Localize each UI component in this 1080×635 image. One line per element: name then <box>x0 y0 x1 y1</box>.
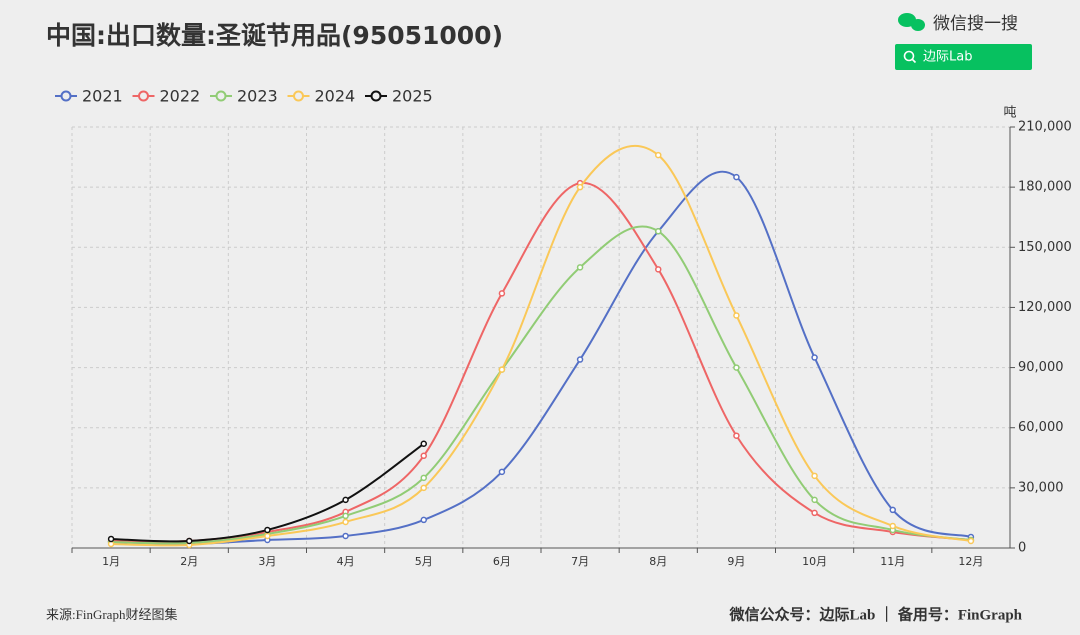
data-point <box>889 506 896 514</box>
legend-icon <box>215 90 227 102</box>
data-point <box>107 540 115 548</box>
y-axis-label: 吨 <box>1003 106 1016 121</box>
data-point <box>576 264 584 271</box>
data-point <box>811 472 818 480</box>
data-point <box>655 227 662 235</box>
data-point <box>342 518 349 526</box>
y-tick-label: 150,000 <box>1018 240 1072 255</box>
x-tick-label: 1月 <box>102 555 120 568</box>
x-tick-label: 3月 <box>258 555 276 568</box>
data-point <box>498 366 506 373</box>
data-point <box>342 512 349 520</box>
data-point <box>107 535 115 543</box>
data-point <box>655 151 662 159</box>
legend-icon <box>138 90 149 102</box>
wechat-icon <box>898 13 925 31</box>
source: 来源:FinGraph财经图集 <box>46 607 177 622</box>
x-tick-label: 8月 <box>649 555 667 568</box>
legend-icon <box>293 90 304 102</box>
chart-title: 中国:出口数量:圣诞节用品(95051000) <box>46 21 503 50</box>
x-tick-label: 11月 <box>880 555 905 568</box>
data-point <box>967 537 975 545</box>
data-point <box>655 266 662 273</box>
y-tick-label: 30,000 <box>1018 480 1064 495</box>
data-point <box>811 509 818 517</box>
legend-icon <box>60 90 72 102</box>
legend-label: 2023 <box>237 87 278 106</box>
x-tick-label: 7月 <box>571 555 589 568</box>
y-tick-label: 210,000 <box>1018 120 1072 135</box>
series-line <box>111 170 972 546</box>
data-point <box>498 468 506 476</box>
data-point <box>576 356 584 363</box>
search-label: 微信搜一搜 <box>933 14 1018 34</box>
legend-label: 2022 <box>160 87 201 106</box>
data-point <box>498 290 506 297</box>
data-point <box>733 364 740 371</box>
data-point <box>186 537 193 545</box>
y-tick-label: 180,000 <box>1018 180 1072 195</box>
data-point <box>889 522 896 530</box>
data-point <box>733 173 740 181</box>
data-point <box>264 532 271 540</box>
data-point <box>342 532 349 540</box>
data-point <box>811 354 818 361</box>
data-point <box>420 474 427 482</box>
y-tick-label: 120,000 <box>1018 300 1072 315</box>
data-point <box>264 526 271 534</box>
search-icon <box>911 58 917 64</box>
x-tick-label: 6月 <box>493 555 511 568</box>
data-point <box>576 183 584 191</box>
x-tick-label: 2月 <box>180 555 198 568</box>
y-tick-label: 90,000 <box>1018 360 1064 375</box>
legend-label: 2025 <box>392 87 433 106</box>
y-tick-label: 60,000 <box>1018 420 1064 435</box>
data-point <box>733 312 740 319</box>
data-point <box>811 496 818 504</box>
data-point <box>420 484 427 492</box>
data-point <box>733 432 740 439</box>
legend-label: 2021 <box>82 87 123 106</box>
x-tick-label: 4月 <box>337 555 355 568</box>
data-point <box>420 516 427 524</box>
search-box[interactable] <box>895 44 1032 70</box>
x-tick-label: 9月 <box>727 555 745 568</box>
data-point <box>342 496 349 504</box>
x-tick-label: 5月 <box>415 555 433 568</box>
legend-label: 2024 <box>315 87 356 106</box>
y-tick-label: 0 <box>1018 541 1026 556</box>
search-text: 边际Lab <box>923 50 972 65</box>
search-icon <box>903 50 915 62</box>
data-point <box>420 452 427 460</box>
legend-icon <box>370 90 382 102</box>
x-tick-label: 10月 <box>802 555 827 568</box>
footer: 微信公众号：边际Lab ｜ 备用号：FinGraph <box>728 605 1022 623</box>
data-point <box>420 440 427 448</box>
x-tick-label: 12月 <box>958 555 983 568</box>
